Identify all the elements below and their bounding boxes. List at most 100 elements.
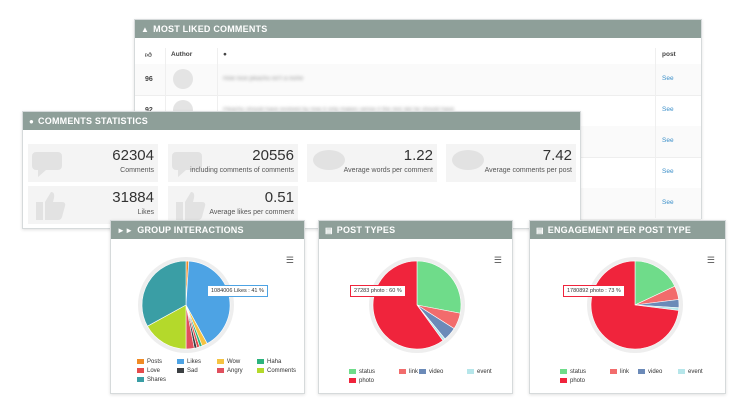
author-column-header: Author xyxy=(171,51,193,58)
group-interactions-title: GROUP INTERACTIONS xyxy=(137,225,244,235)
legend-swatch xyxy=(217,359,224,364)
most-liked-comments-title: MOST LIKED COMMENTS xyxy=(153,24,268,34)
engagement-title: ENGAGEMENT PER POST TYPE xyxy=(547,225,692,235)
legend-item-angry[interactable]: Angry xyxy=(217,368,243,374)
engagement-header: ▤ ENGAGEMENT PER POST TYPE xyxy=(530,221,725,239)
post-types-panel: ▤ POST TYPES ☰ 27283 photo : 60 % status l… xyxy=(318,220,513,394)
most-liked-comments-header: ▲ MOST LIKED COMMENTS xyxy=(135,20,701,38)
group-interactions-pie xyxy=(138,257,234,353)
stat-comments-of-comments: 20556 including comments of comments xyxy=(168,144,298,182)
table-row: 96 How nice pikachu isn't a nishe See xyxy=(135,64,701,96)
see-post-link[interactable]: See xyxy=(662,137,674,144)
chart-menu-icon[interactable]: ☰ xyxy=(493,255,502,265)
legend-item-link[interactable]: link xyxy=(610,369,629,375)
legend-swatch xyxy=(399,369,406,374)
post-types-pie xyxy=(369,257,465,353)
legend-swatch xyxy=(257,359,264,364)
legend-item-comments[interactable]: Comments xyxy=(257,368,296,374)
legend-item-likes[interactable]: Likes xyxy=(177,359,201,365)
likes-count: 92 xyxy=(145,107,153,114)
legend-item-love[interactable]: Love xyxy=(137,368,160,374)
engagement-pie xyxy=(587,257,683,353)
stat-label: Likes xyxy=(137,209,154,216)
group-interactions-panel: ►► GROUP INTERACTIONS ☰ 1084006 Likes : 4… xyxy=(110,220,305,394)
comment-icon xyxy=(313,150,345,170)
legend-swatch xyxy=(349,369,356,374)
chart-menu-icon[interactable]: ☰ xyxy=(706,255,715,265)
thumbs-up-icon xyxy=(36,192,66,220)
comments-icon xyxy=(172,152,202,177)
pie-slice-photo[interactable] xyxy=(372,260,444,350)
column-divider xyxy=(655,48,656,218)
pie-slice-status[interactable] xyxy=(416,260,462,314)
legend-label: Shares xyxy=(147,377,167,384)
legend-label: link xyxy=(620,369,630,376)
see-post-link[interactable]: See xyxy=(662,199,674,206)
pie-slice-comments[interactable] xyxy=(147,304,187,350)
legend-item-photo[interactable]: photo xyxy=(349,378,374,384)
see-post-link[interactable]: See xyxy=(662,75,674,82)
legend-label: Comments xyxy=(267,368,297,375)
comments-statistics-header: ● COMMENTS STATISTICS xyxy=(23,112,580,130)
legend-item-sad[interactable]: Sad xyxy=(177,368,198,374)
pie-tooltip: 1780892 photo : 73 % xyxy=(563,285,625,297)
stat-value: 31884 xyxy=(112,189,154,206)
stat-comments: 62304 Comments xyxy=(28,144,158,182)
comment-icon xyxy=(452,150,484,170)
legend-swatch xyxy=(419,369,426,374)
comments-icon xyxy=(32,152,62,177)
legend-swatch xyxy=(638,369,645,374)
legend-item-event[interactable]: event xyxy=(467,369,492,375)
stat-value: 0.51 xyxy=(264,189,294,206)
stat-label: Comments xyxy=(120,167,154,174)
list-icon: ▤ xyxy=(536,226,544,235)
stat-avg-words: 1.22 Average words per comment xyxy=(307,144,437,182)
legend-label: Likes xyxy=(187,359,202,366)
stat-avg-likes: 0.51 Average likes per comment xyxy=(168,186,298,224)
pie-slice-photo[interactable] xyxy=(590,260,679,350)
legend-label: Wow xyxy=(227,359,241,366)
legend-item-wow[interactable]: Wow xyxy=(217,359,240,365)
legend-label: status xyxy=(359,369,376,376)
legend-item-haha[interactable]: Haha xyxy=(257,359,281,365)
stat-avg-comments-per-post: 7.42 Average comments per post xyxy=(446,144,576,182)
group-interactions-header: ►► GROUP INTERACTIONS xyxy=(111,221,304,239)
see-post-link[interactable]: See xyxy=(662,106,674,113)
thumbs-up-icon: ▲ xyxy=(141,25,150,34)
comments-statistics-title: COMMENTS STATISTICS xyxy=(38,116,149,126)
legend-item-event[interactable]: event xyxy=(678,369,703,375)
legend-label: Angry xyxy=(227,368,243,375)
legend-item-posts[interactable]: Posts xyxy=(137,359,162,365)
post-column-header: post xyxy=(662,51,676,58)
list-icon: ▤ xyxy=(325,226,333,235)
legend-swatch xyxy=(349,378,356,383)
legend-item-video[interactable]: video xyxy=(638,369,662,375)
legend-swatch xyxy=(467,369,474,374)
legend-item-link[interactable]: link xyxy=(399,369,418,375)
pie-slice-status[interactable] xyxy=(634,260,676,306)
legend-label: event xyxy=(477,369,492,376)
legend-label: Sad xyxy=(187,368,198,375)
chart-menu-icon[interactable]: ☰ xyxy=(285,255,294,265)
legend-item-status[interactable]: status xyxy=(560,369,586,375)
legend-swatch xyxy=(137,359,144,364)
legend-item-shares[interactable]: Shares xyxy=(137,377,166,383)
legend-label: Love xyxy=(147,368,161,375)
legend-item-status[interactable]: status xyxy=(349,369,375,375)
stat-label: Average words per comment xyxy=(343,167,433,174)
pie-slice-shares[interactable] xyxy=(141,260,187,327)
see-post-link[interactable]: See xyxy=(662,168,674,175)
legend-swatch xyxy=(137,368,144,373)
comment-icon: ● xyxy=(223,51,227,58)
legend-swatch xyxy=(217,368,224,373)
stat-likes: 31884 Likes xyxy=(28,186,158,224)
legend-item-photo[interactable]: photo xyxy=(560,378,585,384)
pie-tooltip: 1084006 Likes : 41 % xyxy=(207,285,268,297)
legend-label: video xyxy=(648,369,663,376)
legend-swatch xyxy=(137,377,144,382)
likes-count: 96 xyxy=(145,76,153,83)
post-types-title: POST TYPES xyxy=(336,225,396,235)
legend-item-video[interactable]: video xyxy=(419,369,443,375)
liked-table-header: 👍︎ Author ● post xyxy=(135,48,701,65)
legend-label: Haha xyxy=(267,359,282,366)
